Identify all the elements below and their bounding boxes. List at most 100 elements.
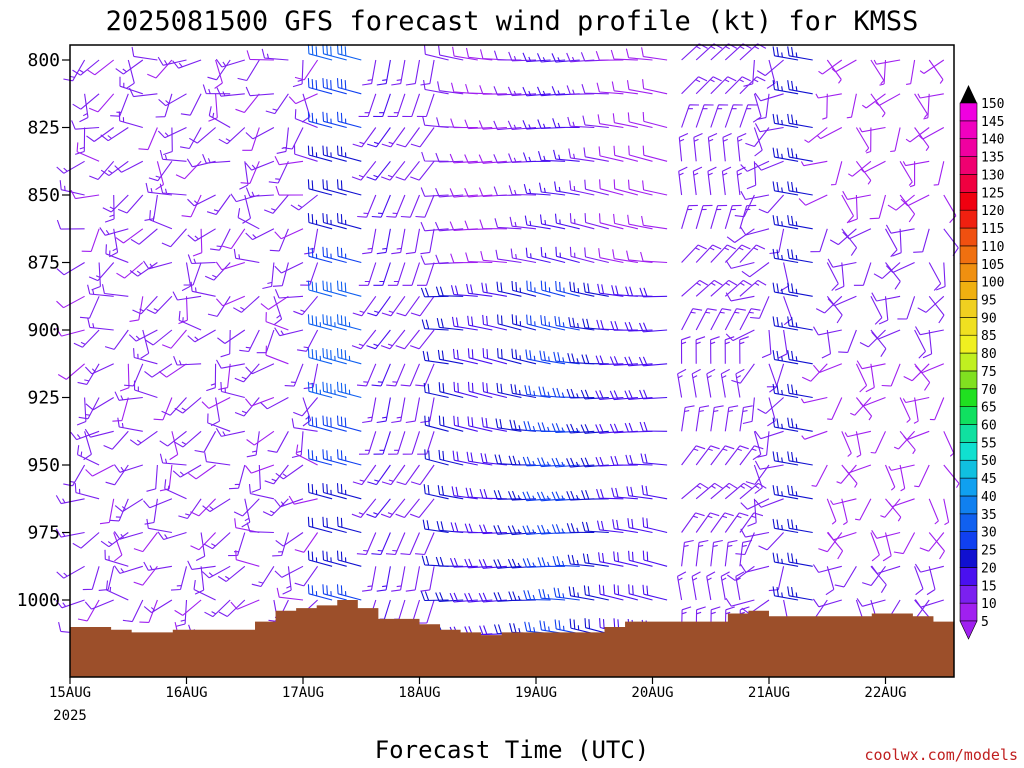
wind-barb [511, 348, 537, 365]
wind-barb [830, 161, 843, 186]
wind-barb [451, 486, 478, 500]
wind-barb [812, 564, 842, 573]
wind-barb [388, 431, 406, 455]
wind-barb [568, 148, 595, 162]
wind-barb [420, 221, 449, 232]
wind-barb [85, 397, 114, 411]
wind-barb [70, 430, 100, 441]
wind-barb [628, 145, 653, 162]
wind-barb [495, 418, 522, 432]
wind-barb [122, 599, 144, 623]
wind-barb [638, 356, 668, 367]
wind-barb [56, 219, 85, 230]
wind-barb [740, 563, 770, 573]
wind-barb [180, 93, 202, 116]
wind-barb [508, 185, 537, 196]
wind-barb [826, 498, 837, 525]
wind-barb [478, 154, 507, 164]
wind-barb [625, 48, 653, 61]
colorbar-label: 130 [981, 168, 1004, 183]
wind-barb [263, 194, 289, 214]
wind-barb [435, 556, 464, 567]
wind-barb [710, 104, 729, 128]
wind-barb [164, 479, 187, 500]
wind-barb [159, 453, 187, 466]
wind-barb [888, 464, 915, 471]
wind-barb [256, 329, 275, 354]
wind-barb [826, 262, 839, 291]
wind-barb [423, 382, 449, 399]
wind-barb [641, 485, 668, 500]
wind-barb [86, 127, 115, 142]
wind-barb [351, 498, 377, 519]
wind-barb [816, 127, 843, 140]
wind-barb [206, 363, 217, 392]
wind-barb [681, 445, 706, 466]
wind-barb [56, 160, 85, 174]
wind-barb [464, 119, 493, 130]
wind-barb [170, 566, 188, 591]
wind-barb [752, 431, 762, 461]
wind-barb [307, 213, 333, 230]
wind-barb [722, 132, 732, 162]
x-tick-label: 15AUG [49, 685, 91, 701]
wind-barb [59, 180, 85, 196]
wind-barb [293, 295, 319, 316]
wind-barb [597, 283, 624, 297]
wind-barb [265, 93, 289, 115]
colorbar-label: 40 [981, 490, 997, 505]
wind-barb [86, 59, 115, 76]
wind-barb [207, 413, 231, 432]
wind-barb [438, 45, 464, 61]
wind-barb [720, 368, 730, 398]
wind-barb [754, 123, 784, 133]
wind-barb [739, 104, 758, 128]
wind-barb [740, 226, 770, 236]
wind-barb [88, 93, 115, 113]
wind-barb [739, 336, 749, 364]
wind-barb [899, 194, 916, 223]
wind-barb [438, 382, 464, 399]
wind-barb [681, 308, 703, 331]
wind-barb [836, 464, 857, 484]
wind-barb [919, 59, 945, 74]
wind-barb [117, 417, 143, 432]
wind-barb [848, 194, 858, 223]
wind-barb [105, 244, 129, 264]
wind-barb [522, 558, 551, 568]
wind-barb [943, 431, 955, 457]
wind-barb [217, 565, 246, 582]
colorbar-label: 30 [981, 526, 997, 541]
wind-barb [569, 618, 595, 635]
wind-barb [362, 566, 377, 592]
colorbar-label: 85 [981, 329, 997, 344]
wind-barb [481, 282, 507, 297]
wind-barb [801, 430, 828, 440]
wind-barb [89, 160, 115, 181]
wind-barb [695, 512, 720, 533]
wind-barb [611, 81, 638, 95]
wind-barb [538, 182, 566, 196]
wind-barb [380, 498, 406, 519]
wind-barb [265, 312, 289, 331]
wind-barb [595, 355, 624, 366]
wind-barb [818, 59, 843, 75]
wind-barb [381, 160, 406, 181]
wind-barb [831, 59, 857, 73]
wind-barb [322, 449, 347, 466]
wind-barb [493, 524, 522, 535]
wind-barb [405, 397, 421, 424]
wind-barb [754, 92, 784, 102]
colorbar-swatch [959, 477, 978, 497]
wind-barb [626, 250, 653, 264]
wind-barb [220, 381, 245, 399]
wind-barb [275, 185, 304, 196]
wind-barb [215, 295, 246, 307]
colorbar-label: 115 [981, 222, 1004, 237]
wind-barb [613, 584, 639, 601]
wind-barb [522, 525, 551, 536]
wind-barb [307, 550, 333, 567]
wind-barb [262, 262, 275, 290]
y-tick-label: 900 [27, 320, 60, 341]
wind-barb [871, 530, 901, 539]
